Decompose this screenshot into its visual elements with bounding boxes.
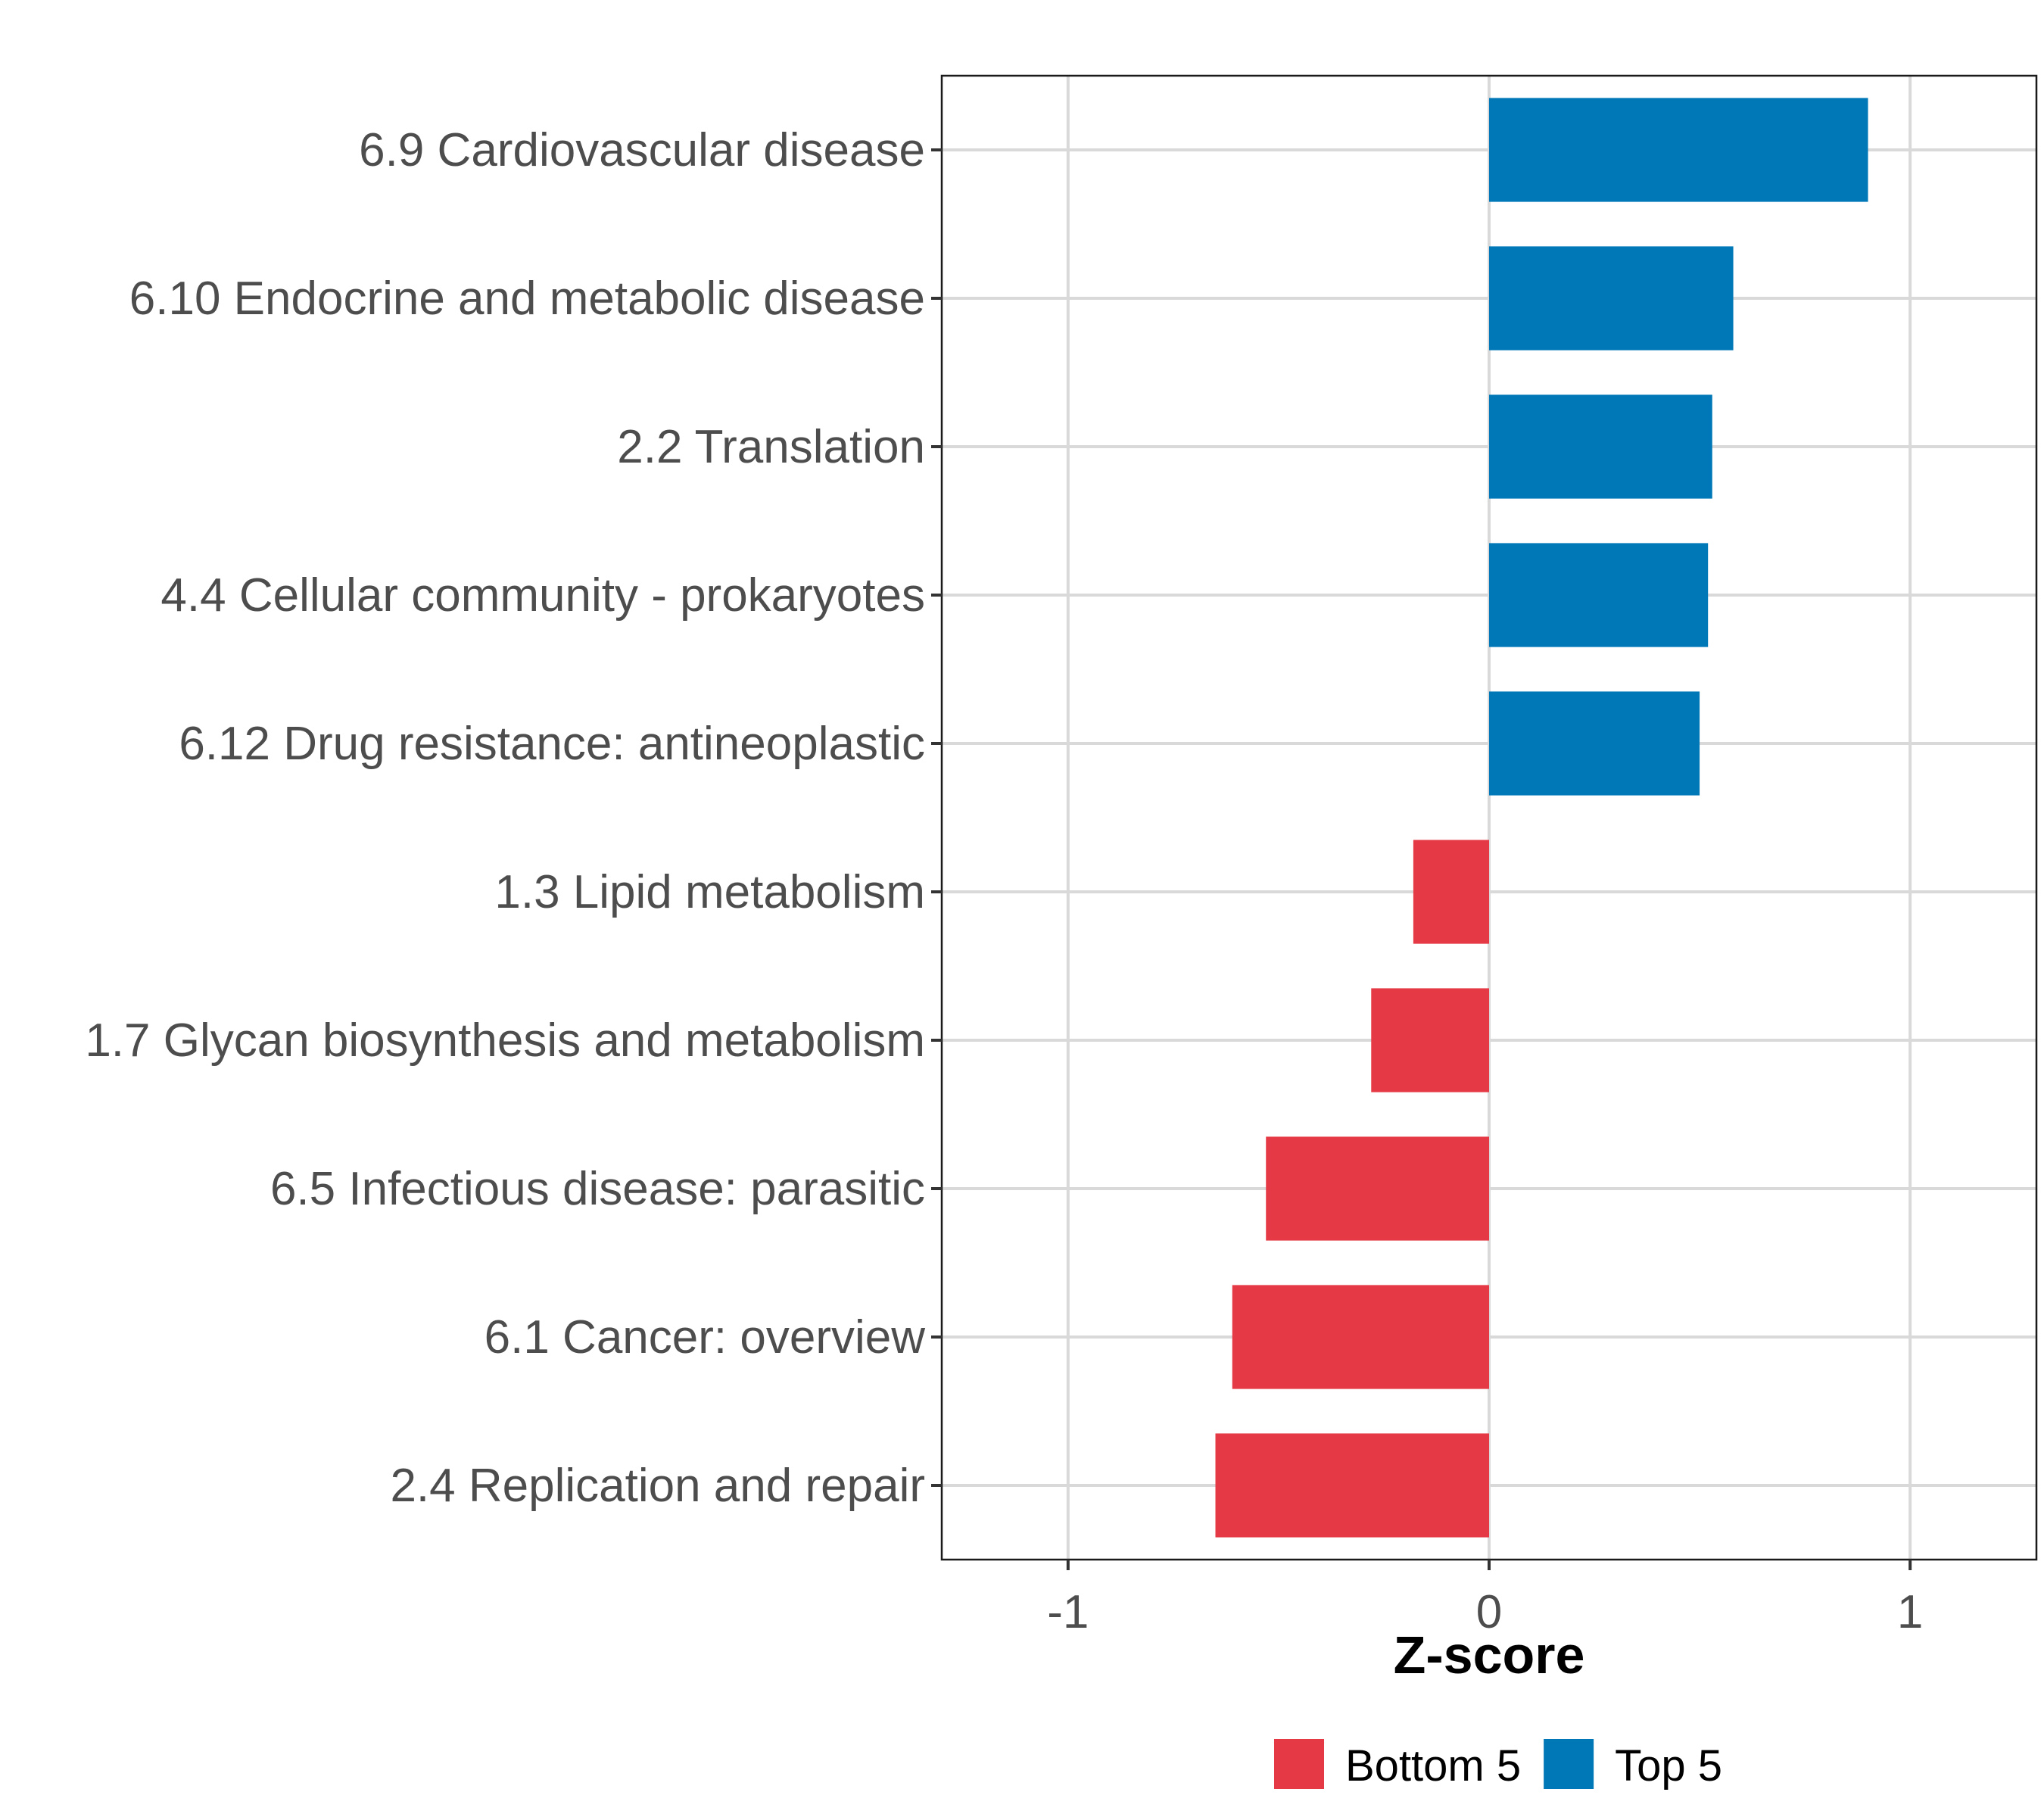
- bar: [1413, 840, 1489, 944]
- legend-label: Top 5: [1615, 1741, 1722, 1791]
- x-tick-label: 0: [1476, 1586, 1502, 1638]
- bar: [1489, 691, 1700, 796]
- x-axis-title: Z-score: [1394, 1625, 1585, 1685]
- bar: [1371, 988, 1489, 1092]
- y-tick-label: 6.12 Drug resistance: antineoplastic: [179, 718, 925, 770]
- x-tick-label: -1: [1047, 1586, 1089, 1638]
- y-tick-label: 6.10 Endocrine and metabolic disease: [129, 273, 925, 325]
- legend-label: Bottom 5: [1345, 1741, 1521, 1791]
- y-axis: 6.9 Cardiovascular disease 6.10 Endocrine…: [85, 124, 942, 1512]
- y-tick-label: 1.7 Glycan biosynthesis and metabolism: [85, 1014, 925, 1067]
- bar: [1266, 1136, 1489, 1241]
- bar: [1489, 543, 1709, 647]
- y-tick-label: 6.5 Infectious disease: parasitic: [270, 1163, 925, 1215]
- y-tick-label: 1.3 Lipid metabolism: [494, 866, 925, 918]
- y-tick-label: 2.2 Translation: [617, 421, 925, 473]
- bar: [1232, 1285, 1489, 1389]
- legend-swatch: [1274, 1739, 1324, 1789]
- y-tick-label: 2.4 Replication and repair: [390, 1460, 925, 1512]
- y-tick-label: 6.1 Cancer: overview: [485, 1311, 926, 1364]
- legend: Bottom 5 Top 5: [1274, 1739, 1722, 1791]
- bar: [1215, 1433, 1489, 1538]
- bars: [1215, 98, 1868, 1538]
- y-tick-label: 6.9 Cardiovascular disease: [359, 124, 925, 176]
- legend-swatch: [1544, 1739, 1594, 1789]
- bar: [1489, 246, 1734, 351]
- y-tick-label: 4.4 Cellular community - prokaryotes: [160, 569, 925, 622]
- bar: [1489, 98, 1868, 202]
- bar: [1489, 394, 1712, 499]
- x-tick-label: 1: [1897, 1586, 1923, 1638]
- x-axis: -1 0 1: [1047, 1560, 1923, 1638]
